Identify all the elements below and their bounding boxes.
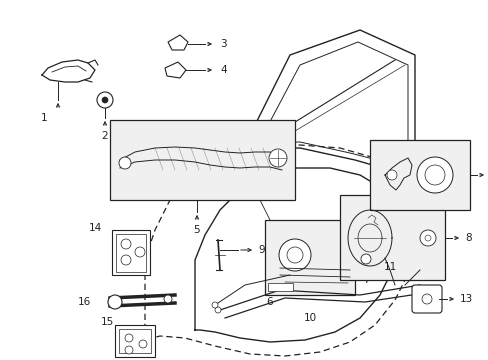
Circle shape <box>121 255 131 265</box>
Text: 15: 15 <box>100 317 113 327</box>
Bar <box>116 234 146 272</box>
Text: 5: 5 <box>193 225 200 235</box>
Circle shape <box>360 254 370 264</box>
Circle shape <box>416 157 452 193</box>
Bar <box>339 195 444 280</box>
Polygon shape <box>164 62 185 78</box>
Circle shape <box>268 149 286 167</box>
Bar <box>115 325 155 357</box>
Bar <box>267 283 292 291</box>
Text: 1: 1 <box>41 113 47 123</box>
Circle shape <box>102 97 108 103</box>
Bar <box>369 140 469 210</box>
Text: 9: 9 <box>258 245 264 255</box>
Circle shape <box>97 92 113 108</box>
FancyBboxPatch shape <box>352 246 378 272</box>
FancyBboxPatch shape <box>411 285 441 313</box>
Circle shape <box>139 340 147 348</box>
Text: 16: 16 <box>77 297 90 307</box>
Circle shape <box>108 295 122 309</box>
Text: 8: 8 <box>464 233 470 243</box>
Circle shape <box>119 157 131 169</box>
Circle shape <box>424 235 430 241</box>
Text: 14: 14 <box>88 223 102 233</box>
Circle shape <box>279 239 310 271</box>
Circle shape <box>125 334 133 342</box>
Circle shape <box>386 170 396 180</box>
Bar <box>119 329 151 353</box>
Bar <box>264 220 354 295</box>
Circle shape <box>424 165 444 185</box>
Text: 7: 7 <box>362 275 368 285</box>
Text: 4: 4 <box>220 65 226 75</box>
Text: 3: 3 <box>220 39 226 49</box>
Circle shape <box>212 302 218 308</box>
Circle shape <box>163 295 172 303</box>
Circle shape <box>215 307 221 313</box>
Bar <box>112 230 150 275</box>
Text: 11: 11 <box>383 262 396 272</box>
Bar <box>110 120 294 200</box>
Circle shape <box>419 230 435 246</box>
Text: 6: 6 <box>266 297 273 307</box>
Circle shape <box>421 294 431 304</box>
Text: 10: 10 <box>303 313 316 323</box>
Circle shape <box>125 346 133 354</box>
Polygon shape <box>168 35 187 50</box>
Circle shape <box>121 239 131 249</box>
Text: 13: 13 <box>459 294 472 304</box>
Circle shape <box>135 247 145 257</box>
Circle shape <box>286 247 303 263</box>
Text: 2: 2 <box>102 131 108 141</box>
